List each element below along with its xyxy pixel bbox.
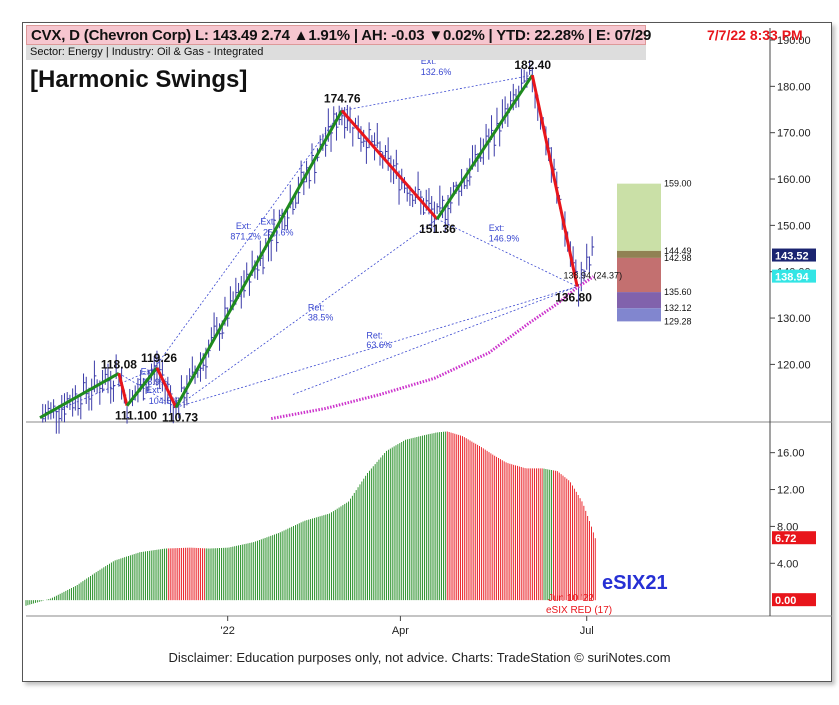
fib-annotation: 38.5% (308, 312, 334, 322)
zone-label: 144.49 (664, 246, 692, 256)
up-swing-line (125, 366, 159, 407)
esix-tick-label: 16.00 (777, 448, 805, 460)
swing-label: 174.76 (324, 92, 361, 106)
swing-label: 182.40 (514, 58, 551, 72)
swing-label: 151.36 (419, 222, 456, 236)
moving-average-line (270, 275, 595, 421)
indicator-name: eSIX21 (602, 572, 668, 594)
chart-labels: 138.94 (24.37) 143.52 138.94 6.72 0.00 (564, 248, 816, 607)
fib-annotation: Ext: (260, 216, 276, 226)
fib-annotation: Ext: (236, 221, 252, 231)
zone-label: 159.00 (664, 179, 692, 189)
up-swing-line (39, 371, 120, 419)
swing-label: 136.80 (555, 291, 592, 305)
disclaimer: Disclaimer: Education purposes only, not… (168, 650, 671, 665)
ma-price-tag (772, 269, 816, 283)
esix-histogram (25, 431, 596, 606)
down-swing-line (155, 367, 178, 408)
price-tick-label: 190.00 (777, 35, 811, 47)
zone-label: 135.60 (664, 287, 692, 297)
price-tick-label: 170.00 (777, 128, 811, 140)
esix-zero-tag (772, 593, 816, 607)
fib-annotation: 104.5% (149, 396, 180, 406)
esix-tick-label: 12.00 (777, 485, 805, 497)
esix-tick-label: 8.00 (777, 521, 798, 533)
fib-annotation: 871.2% (230, 232, 261, 242)
fib-annotation: Ret: (308, 303, 325, 313)
swing-label: 119.26 (141, 351, 177, 365)
fib-line (436, 218, 578, 287)
price-bars (42, 53, 595, 434)
grid-layer (26, 421, 832, 617)
moving-average (270, 275, 595, 421)
fib-annotation: 132.6% (421, 67, 452, 77)
up-swing-line (174, 109, 344, 409)
target-zone (617, 250, 661, 258)
fib-annotation: 250.6% (263, 228, 294, 238)
fib-annotation: Ext: (146, 385, 162, 395)
fib-lines: Ext:132.6%Ext:146.9%Ext:871.2%Ext:250.6%… (39, 56, 578, 419)
price-tick-label: 120.00 (777, 359, 811, 371)
swing-label: 111.100 (115, 409, 157, 423)
harmonic-swings: 118.08 111.100 119.26 110.73 174.76 151.36 182… (39, 58, 592, 424)
down-swing-line (117, 372, 129, 407)
down-swing-line (340, 109, 439, 221)
timestamp: 7/7/22 8:33 PM (707, 27, 803, 43)
price-tick-label: 160.00 (777, 174, 811, 186)
time-tick-label: '22 (221, 625, 235, 637)
last-price-tag (772, 248, 816, 262)
indicator-annotation-date: Jun 10 '22 (548, 593, 594, 604)
time-tick-label: Apr (392, 625, 409, 637)
target-zone (617, 257, 661, 293)
up-swing-line (435, 74, 534, 220)
esix-value-label: 6.72 (775, 533, 796, 545)
fib-annotation: 146.9% (489, 234, 520, 244)
zone-label: 129.28 (664, 316, 692, 326)
quote-header: CVX, D (Chevron Corp) L: 143.49 2.74 ▲1.… (26, 25, 651, 45)
swing-label: 110.73 (162, 410, 198, 424)
price-tick-label: 130.00 (777, 313, 811, 325)
swing-label: 118.08 (101, 357, 137, 371)
price-tick-label: 180.00 (777, 81, 811, 93)
target-zone (617, 308, 661, 322)
fib-annotation: 118.9% (138, 377, 168, 387)
ma-price-label: 138.94 (775, 272, 810, 284)
time-tick-label: Jul (580, 625, 594, 637)
target-zone (617, 292, 661, 309)
fib-annotation: 63.6% (366, 340, 392, 350)
zone-label: 132.12 (664, 303, 692, 313)
fib-annotation: Ext: (421, 56, 437, 66)
fib-annotation: Ret: (366, 330, 383, 340)
sector-bar: Sector: Energy | Industry: Oil & Gas - I… (26, 45, 646, 60)
last-price-label: 143.52 (775, 251, 809, 263)
ma-target-label: 138.94 (24.37) (564, 271, 623, 281)
fib-line (175, 218, 438, 408)
fib-annotation: Ext: (489, 223, 505, 233)
esix-tick-label: 4.00 (777, 558, 798, 570)
zone-label: 142.98 (664, 253, 692, 263)
chart-title: [Harmonic Swings] (30, 66, 248, 93)
fib-line (118, 372, 177, 408)
down-swing-line (530, 74, 579, 287)
fib-line (341, 74, 533, 112)
fib-line (126, 110, 343, 406)
axes: 120.00130.00140.00150.00160.00170.00180.… (221, 28, 811, 637)
esix-value-tag (772, 531, 816, 545)
target-zone (617, 183, 661, 251)
price-tick-label: 150.00 (777, 220, 811, 232)
esix-zero-label: 0.00 (775, 595, 796, 607)
fib-line (175, 286, 578, 408)
fib-line (292, 286, 578, 395)
indicator-annotation-text: eSIX RED (17) (546, 605, 613, 616)
